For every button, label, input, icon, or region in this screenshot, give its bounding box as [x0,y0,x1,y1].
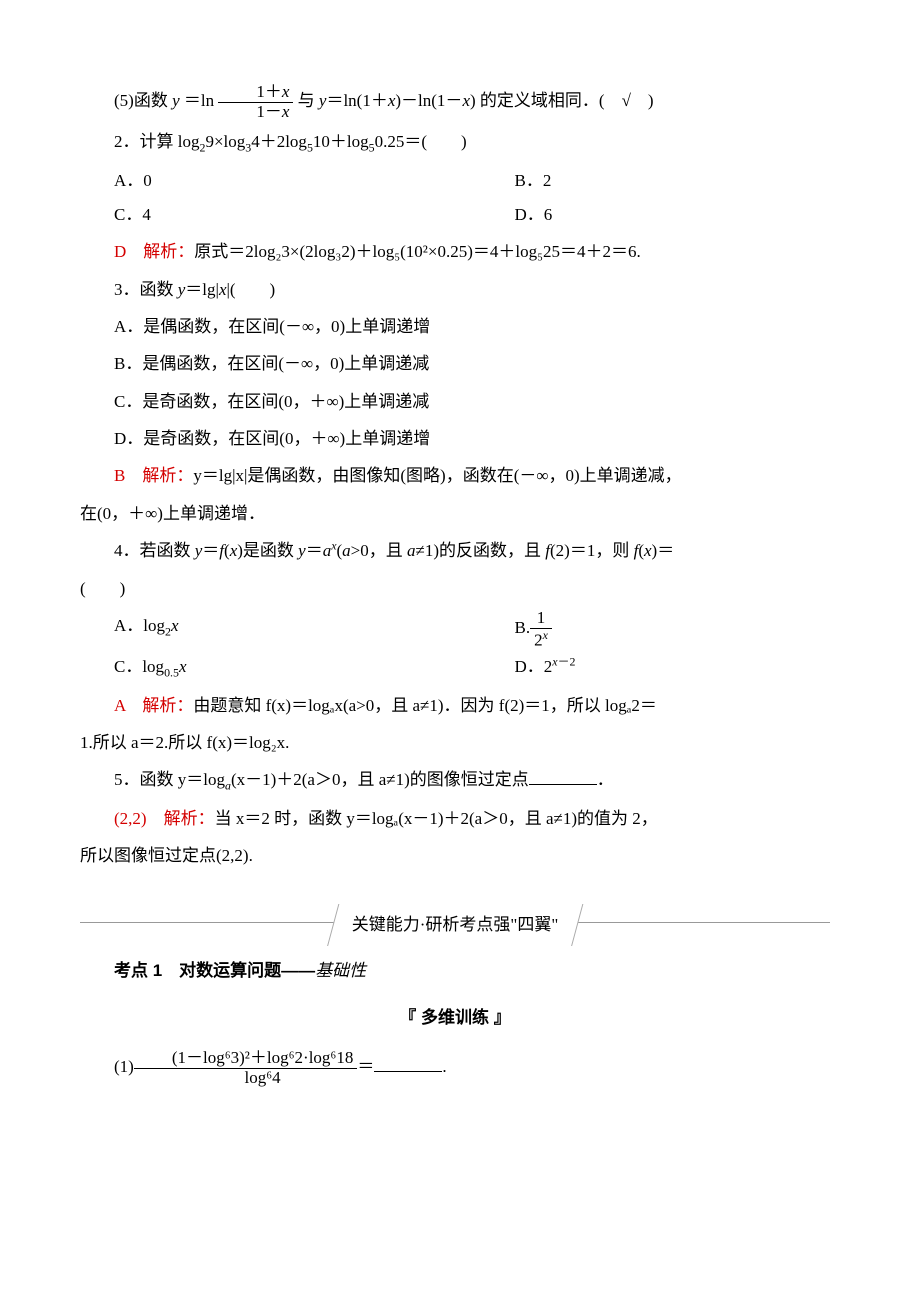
q3-explain2: 在(0，＋∞)上单调递增． [80,497,830,531]
q5-blank [529,769,597,785]
ex1-num: (1－log⁶3)²＋log⁶2·log⁶18 [134,1049,358,1068]
ex1: (1) (1－log⁶3)²＋log⁶2·log⁶18 log⁶4 ＝. [80,1049,830,1087]
q4-B-pre: B. [515,618,531,637]
q5-stem-end: ． [597,770,614,789]
q2-A: A．0 [114,171,152,190]
q3-explain1: B 解析：y＝lg|x|是偶函数，由图像知(图略)，函数在(－∞，0)上单调递减… [80,459,830,493]
q2-B: B．2 [515,171,552,190]
q4-options: A．log2x B.12x [80,609,830,650]
q2-C: C．4 [114,205,151,224]
q15-suffix: 的定义域相同．( √ ) [480,91,654,110]
q2-t2: 4＋2log [251,132,307,151]
q3-exp1: y＝lg|x|是偶函数，由图像知(图略)，函数在(－∞，0)上单调递减， [193,466,681,485]
topic-tail: 基础性 [315,961,366,980]
q15-rhs: y＝ln(1＋x)－ln(1－x) [319,91,476,110]
ex1-blank [374,1056,442,1072]
q2-ans: D [114,242,126,261]
section-title-box: 关键能力·研析考点强"四翼" [327,904,583,946]
q5-stem-pre: 5．函数 y＝log [114,770,225,789]
q4-A-pre: A．log [114,616,165,635]
q3-D: D．是奇函数，在区间(0，＋∞)上单调递增 [80,422,830,456]
topic-1: 考点 1 对数运算问题——基础性 [80,954,830,988]
train-title: 『 多维训练 』 [80,1001,830,1035]
q4-B-num: 1 [530,609,552,628]
q3-B: B．是偶函数，在区间(－∞，0)上单调递减 [80,347,830,381]
q2-D: D．6 [515,205,553,224]
q15-eq: ＝ln [184,91,218,110]
q3-ans: B [114,466,125,485]
q4-C-sub: 0.5 [164,665,179,679]
ex1-frac: (1－log⁶3)²＋log⁶2·log⁶18 log⁶4 [134,1049,358,1087]
q2-stem: 2．计算 log29×log34＋2log510＋log50.25＝( ) [80,125,830,160]
q4-A: A．log2x [114,616,179,635]
q4-options2: C．log0.5x D．2x－2 [80,650,830,685]
q5-exp1: 当 x＝2 时，函数 y＝logₐ(x－1)＋2(a＞0，且 a≠1)的值为 2… [215,809,658,828]
q4-ans: A [114,696,125,715]
q15-mid: 与 [298,91,319,110]
section-title: 关键能力·研析考点强"四翼" [352,908,559,942]
q4-stem1: 4．若函数 y＝f(x)是函数 y＝ax(a>0，且 a≠1)的反函数，且 f(… [80,534,830,568]
q4-stem2: ( ) [80,572,830,606]
q4-explain2: 1.所以 a＝2.所以 f(x)＝log₂x. [80,726,830,760]
q3-stem-text: 3．函数 y＝lg|x|( ) [114,280,275,299]
q4-A-tail: x [171,616,179,635]
q2-t1: 9×log [205,132,245,151]
q4-C-pre: C．log [114,657,164,676]
q4-D-pre: D．2 [515,657,553,676]
ex1-mid: ＝ [357,1057,374,1076]
q15-prefix: (5)函数 [114,91,172,110]
q5-exp-label: 解析： [164,809,215,828]
ex1-pre: (1) [114,1057,134,1076]
q4-D: D．2x－2 [515,657,576,676]
q5-explain2: 所以图像恒过定点(2,2). [80,839,830,873]
q2-t0: 2．计算 log [114,132,199,151]
q4-exp-label: 解析： [142,696,193,715]
q2-t3: 10＋log [313,132,369,151]
q5-stem: 5．函数 y＝loga(x－1)＋2(a＞0，且 a≠1)的图像恒过定点． [80,763,830,798]
q5-stem-tail: (x－1)＋2(a＞0，且 a≠1)的图像恒过定点 [231,770,529,789]
ex1-end: . [442,1057,446,1076]
q5-ans: (2,2) [114,809,147,828]
q2-options2: C．4 D．6 [80,198,830,232]
q5-explain1: (2,2) 解析：当 x＝2 时，函数 y＝logₐ(x－1)＋2(a＞0，且 … [80,802,830,836]
q15-frac: 1＋x 1－x [218,83,293,121]
q2-options: A．0 B．2 [80,164,830,198]
q4-C: C．log0.5x [114,657,186,676]
q4-B: B.12x [515,618,552,637]
topic-head: 考点 1 对数运算问题—— [114,961,315,980]
q3-stem: 3．函数 y＝lg|x|( ) [80,273,830,307]
q2-explain: D 解析：原式＝2log₂3×(2log₃2)＋log₅(10²×0.25)＝4… [80,235,830,269]
q2-exp-label: 解析： [143,242,194,261]
q3-A: A．是偶函数，在区间(－∞，0)上单调递增 [80,310,830,344]
section-divider: 关键能力·研析考点强"四翼" [80,904,830,940]
ex1-den: log⁶4 [134,1068,358,1088]
q4-stem1-text: 4．若函数 y＝f(x)是函数 y＝ax(a>0，且 a≠1)的反函数，且 f(… [114,541,674,560]
q4-exp1: 由题意知 f(x)＝logₐx(a>0，且 a≠1)．因为 f(2)＝1，所以 … [193,696,657,715]
q15-y: y [172,91,180,110]
q2-exp-body: 原式＝2log₂3×(2log₃2)＋log₅(10²×0.25)＝4＋log₅… [194,242,641,261]
q15-stem: (5)函数 y ＝ln 1＋x 1－x 与 y＝ln(1＋x)－ln(1－x) … [80,83,830,121]
q4-C-tail: x [179,657,187,676]
q3-C: C．是奇函数，在区间(0，＋∞)上单调递减 [80,385,830,419]
q3-exp-label: 解析： [142,466,193,485]
q4-explain1: A 解析：由题意知 f(x)＝logₐx(a>0，且 a≠1)．因为 f(2)＝… [80,689,830,723]
q2-t4: 0.25＝( ) [375,132,467,151]
